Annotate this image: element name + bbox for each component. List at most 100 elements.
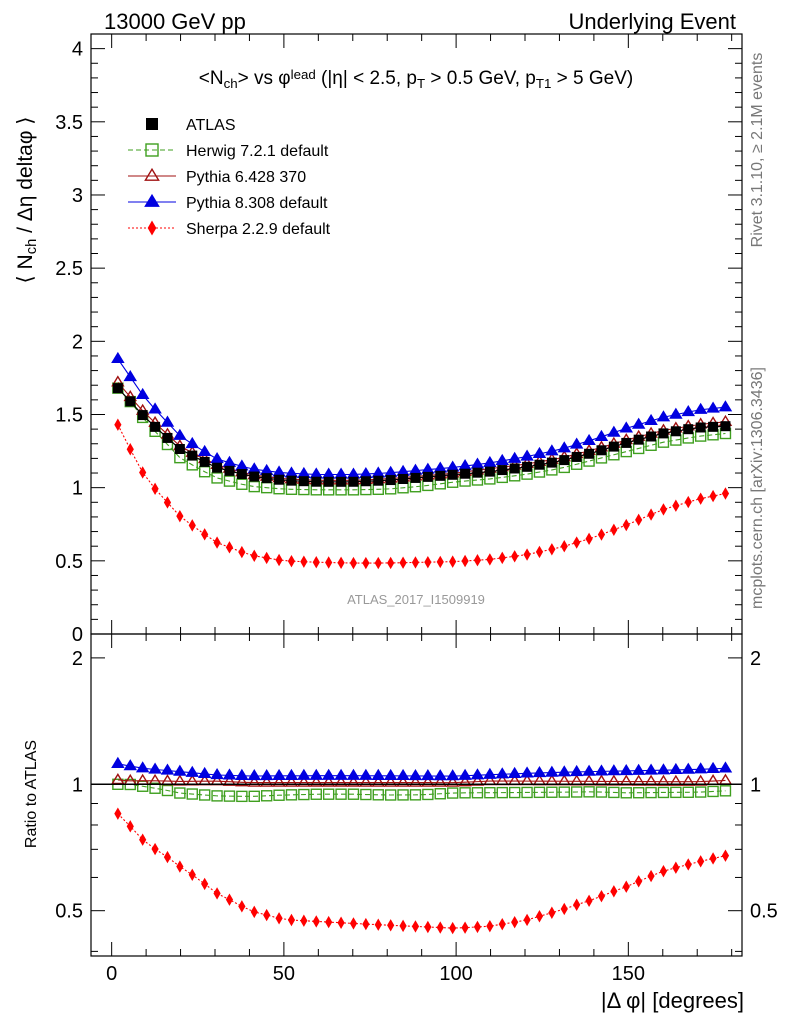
data-point — [151, 482, 159, 495]
data-point — [250, 905, 258, 919]
data-point — [633, 434, 644, 445]
data-point — [362, 556, 370, 570]
data-point — [631, 763, 646, 775]
data-point — [150, 421, 161, 432]
series-4 — [114, 418, 730, 570]
data-point — [272, 775, 286, 787]
data-point — [275, 912, 283, 925]
header-left: 13000 GeV pp — [104, 9, 246, 34]
data-point — [249, 471, 260, 482]
data-point — [721, 849, 730, 862]
ratio-line — [117, 779, 726, 784]
data-point — [647, 508, 655, 521]
ratio-plot-series — [91, 756, 742, 935]
data-point — [520, 449, 534, 461]
data-point — [185, 436, 200, 449]
data-point — [484, 787, 496, 799]
data-point — [594, 764, 609, 776]
data-point — [387, 556, 395, 570]
data-point — [312, 556, 320, 569]
data-point — [559, 455, 570, 466]
legend-item: Herwig 7.2.1 default — [128, 143, 329, 160]
data-point — [571, 451, 582, 462]
data-point — [287, 554, 296, 568]
data-point — [532, 765, 547, 778]
data-point — [483, 767, 497, 779]
data-point — [719, 785, 732, 797]
data-point — [596, 445, 607, 456]
rivet-label: Rivet 3.1.10, ≥ 2.1M events — [749, 53, 766, 248]
data-point — [610, 523, 618, 536]
main-plot-y-tick-labels: 0 0.5 1 1.5 2 2.5 3 3.5 4 — [55, 39, 83, 646]
data-point — [548, 906, 556, 919]
data-point — [473, 920, 482, 934]
data-point — [112, 383, 123, 394]
legend-label: Sherpa 2.2.9 default — [186, 221, 331, 238]
data-point — [533, 786, 546, 799]
data-point — [163, 850, 172, 864]
data-point — [362, 917, 370, 931]
data-point — [523, 548, 531, 561]
data-point — [337, 916, 345, 929]
data-point — [123, 369, 138, 382]
data-point — [236, 478, 248, 490]
y-tick-label: 1 — [72, 478, 83, 500]
data-point — [511, 550, 519, 563]
data-point — [458, 768, 472, 780]
data-point — [656, 774, 671, 786]
x-tick-label: 0 — [106, 963, 117, 985]
data-point — [310, 788, 322, 800]
data-point — [387, 919, 395, 932]
data-point — [659, 503, 668, 516]
x-tick-label: 100 — [439, 963, 472, 985]
data-point — [421, 769, 435, 781]
data-point — [470, 774, 485, 786]
data-point — [424, 555, 432, 569]
data-point — [421, 775, 435, 787]
data-point — [359, 775, 373, 787]
data-point — [359, 466, 373, 479]
data-point — [346, 775, 361, 787]
legend-item: Sherpa 2.2.9 default — [128, 220, 331, 238]
data-point — [135, 773, 150, 785]
data-point — [569, 437, 584, 449]
data-point — [709, 489, 717, 503]
data-point — [223, 475, 236, 487]
data-point — [160, 763, 175, 775]
data-point — [645, 439, 657, 451]
data-point — [635, 513, 643, 527]
y-tick-label: 3 — [72, 185, 83, 207]
legend-label: Pythia 8.308 default — [186, 195, 328, 212]
data-point — [545, 774, 559, 786]
data-point — [721, 487, 730, 500]
data-point — [174, 443, 185, 454]
main-plot-title: <Nch> vs φlead (|η| < 2.5, pT > 0.5 GeV,… — [199, 67, 634, 90]
data-point — [619, 763, 634, 776]
data-point — [718, 773, 733, 785]
mcplots-label: mcplots.cern.ch [arXiv:1306.3436] — [749, 367, 766, 609]
data-point — [213, 887, 221, 900]
data-point — [707, 785, 719, 798]
data-point — [176, 860, 184, 873]
data-point — [198, 789, 211, 801]
data-point — [608, 441, 619, 452]
data-point — [646, 431, 657, 442]
data-point — [597, 889, 606, 903]
data-point — [607, 425, 621, 437]
data-point — [201, 528, 209, 541]
data-point — [173, 764, 187, 776]
data-point — [199, 456, 210, 467]
data-point — [260, 790, 273, 802]
data-point — [470, 768, 485, 780]
data-point — [225, 541, 234, 554]
data-point — [360, 476, 371, 487]
data-point — [508, 786, 521, 799]
x-tick-label: 150 — [612, 963, 645, 985]
data-point — [263, 551, 271, 565]
main-plot-y-axis-label: ⟨ Nch / Δη deltaφ ⟩ — [14, 117, 40, 284]
y-tick-label: 1.5 — [55, 404, 83, 426]
data-point — [644, 763, 658, 775]
data-point — [348, 476, 359, 487]
data-point — [135, 387, 150, 400]
data-point — [669, 774, 683, 786]
